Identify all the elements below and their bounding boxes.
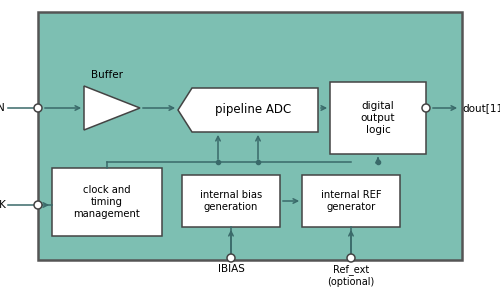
Text: VADCIN: VADCIN bbox=[0, 103, 6, 113]
Text: pipeline ADC: pipeline ADC bbox=[215, 103, 291, 117]
Text: clock and
timing
management: clock and timing management bbox=[74, 184, 140, 219]
Circle shape bbox=[34, 201, 42, 209]
Text: Buffer: Buffer bbox=[91, 70, 123, 80]
Text: digital
output
logic: digital output logic bbox=[361, 101, 395, 135]
Bar bbox=[330, 82, 426, 154]
Text: internal bias
generation: internal bias generation bbox=[200, 190, 262, 212]
Circle shape bbox=[227, 254, 235, 262]
Polygon shape bbox=[178, 88, 318, 132]
Circle shape bbox=[422, 104, 430, 112]
Bar bbox=[182, 175, 280, 227]
Text: IBIAS: IBIAS bbox=[218, 264, 244, 274]
Bar bbox=[52, 168, 162, 236]
Text: internal REF
generator: internal REF generator bbox=[320, 190, 382, 212]
Polygon shape bbox=[84, 86, 140, 130]
Text: dout[11:0]: dout[11:0] bbox=[462, 103, 500, 113]
Circle shape bbox=[347, 254, 355, 262]
Circle shape bbox=[34, 104, 42, 112]
Text: Ref_ext
(optional): Ref_ext (optional) bbox=[328, 264, 374, 286]
Text: CLK: CLK bbox=[0, 200, 6, 210]
Bar bbox=[38, 12, 462, 260]
Bar bbox=[302, 175, 400, 227]
